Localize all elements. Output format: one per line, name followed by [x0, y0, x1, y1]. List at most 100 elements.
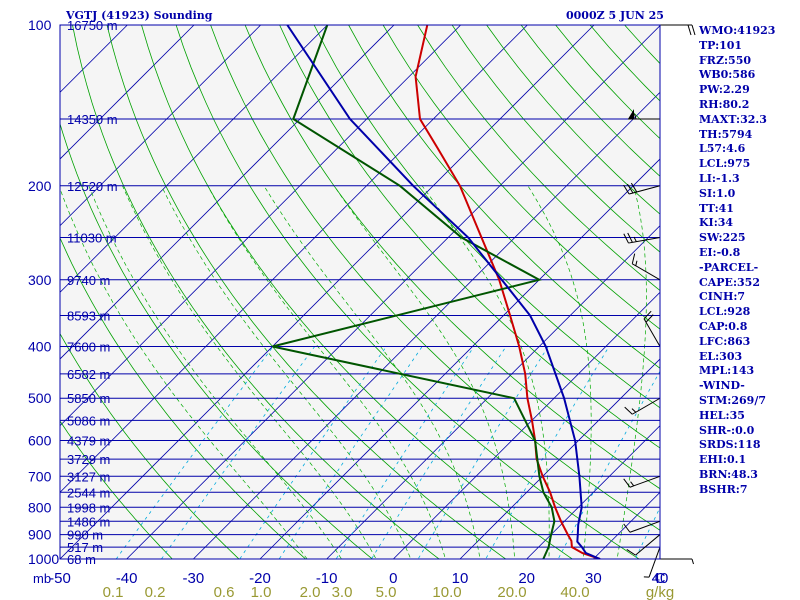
isotherm-line [459, 358, 660, 559]
index-item: LCL:975 [699, 157, 751, 171]
temperature-tick-label: -20 [249, 570, 271, 587]
index-item: -WIND- [699, 379, 745, 393]
mixing-ratio-tick-label: 3.0 [332, 584, 353, 600]
temperature-profile [414, 25, 601, 559]
wind-barb-feather [624, 406, 633, 415]
index-item: TT:41 [699, 201, 734, 215]
dry-adiabat-line [313, 25, 660, 409]
wind-barb [629, 520, 661, 533]
wind-barb-feather [623, 184, 630, 195]
isotherm-line [60, 25, 395, 360]
height-label: 3127 m [67, 469, 110, 484]
temperature-tick-label: 10 [452, 570, 469, 587]
index-item: BSHR:7 [699, 482, 748, 496]
wind-barb [632, 263, 661, 281]
pressure-tick-label: 1000 [28, 551, 59, 567]
wind-barb-feather [630, 182, 638, 193]
profile-lines [272, 25, 601, 559]
moist-adiabat-line [616, 185, 647, 559]
dry-adiabat-line [175, 25, 640, 559]
wind-barb [628, 185, 661, 195]
pressure-tick-label: 600 [28, 433, 52, 449]
wind-barb-feather [623, 523, 631, 533]
wind-barb [643, 318, 661, 347]
wind-barb [632, 397, 661, 415]
dry-adiabat-line [60, 420, 173, 559]
isotherm-line [393, 291, 660, 559]
wind-barb-feather [645, 314, 654, 323]
dewpoint-profile [272, 25, 556, 559]
dry-adiabat-line [451, 25, 660, 253]
pressure-axis-label: mb [33, 571, 51, 586]
dry-adiabat-line [417, 25, 660, 291]
temperature-tick-label: 40 [652, 570, 669, 587]
index-item: TH:5794 [699, 127, 753, 141]
mixing-ratio-tick-label: 10.0 [432, 584, 461, 600]
index-item: RH:80.2 [699, 97, 750, 111]
pressure-tick-label: 300 [28, 272, 52, 288]
height-label: 14350 m [67, 112, 118, 127]
wind-barb-feather [627, 183, 634, 194]
wind-barb-feather [631, 253, 636, 264]
height-label: 9740 m [67, 273, 110, 288]
dry-adiabat-line [279, 25, 660, 449]
height-label: 6582 m [67, 367, 110, 382]
pressure-tick-label: 900 [28, 527, 52, 543]
mixing-ratio-line [115, 346, 274, 559]
wind-barb-feather [623, 478, 631, 488]
moist-adiabat-line [333, 185, 515, 559]
mixing-ratio-line [557, 370, 660, 559]
wind-barb [628, 237, 661, 244]
moist-adiabat-line [60, 187, 308, 559]
wind-barb-half-feather [631, 408, 637, 413]
height-label: 7600 m [67, 340, 110, 355]
moist-adiabat-line [207, 185, 446, 559]
height-label: 4379 m [67, 434, 110, 449]
mixing-ratio-line [485, 346, 610, 559]
isotherm-line [60, 25, 195, 160]
station-title: VGTJ (41923) Sounding [66, 9, 213, 22]
mixing-ratio-tick-label: 40.0 [560, 584, 589, 600]
height-label: 11030 m [67, 230, 117, 245]
index-item: LFC:863 [699, 334, 751, 348]
wind-barb-feather [627, 232, 633, 243]
wind-barb-half-feather [634, 113, 637, 120]
temperature-tick-label: -40 [116, 570, 138, 587]
pressure-tick-label: 500 [28, 390, 52, 406]
pressure-tick-label: 400 [28, 339, 52, 355]
pressure-tick-label: 800 [28, 499, 52, 515]
mixing-ratio-tick-label: 20.0 [497, 584, 526, 600]
isobars [60, 24, 660, 560]
wind-barb [648, 546, 661, 578]
moist-adiabat-line [263, 185, 481, 559]
height-label: 8593 m [67, 309, 110, 324]
index-item: CAPE:352 [699, 275, 760, 289]
parcel-path [286, 25, 601, 559]
index-item: SW:225 [699, 231, 746, 245]
pressure-tick-label: 100 [28, 17, 52, 33]
mixing-ratio-tick-label: 2.0 [300, 584, 321, 600]
wind-barb [629, 475, 661, 488]
mixing-ratio-line [239, 346, 387, 559]
index-item: CINH:7 [699, 290, 746, 304]
index-item: WB0:586 [699, 68, 756, 82]
isotherm-line [60, 25, 261, 227]
mixing-ratio-line [370, 346, 507, 559]
temperature-tick-label: -30 [182, 570, 204, 587]
pressure-tick-label: 200 [28, 178, 52, 194]
moist-adiabat-line [421, 185, 550, 559]
dry-adiabat-line [60, 122, 373, 559]
isotherm-line [126, 25, 660, 559]
dry-adiabat-line [382, 25, 660, 330]
height-label: 5850 m [67, 391, 110, 406]
mixing-ratio-line [335, 346, 475, 559]
isotherm-line [193, 91, 660, 559]
mixing-ratio-tick-label: 0.1 [103, 584, 124, 600]
wind-barb-half-feather [630, 481, 635, 487]
mixing-ratio-tick-label: 0.6 [214, 584, 235, 600]
mixing-ratio-line [417, 346, 549, 559]
index-item: BRN:48.3 [699, 467, 758, 481]
mixing-ratio-tick-label: 1.0 [251, 584, 272, 600]
isotherm-line [259, 158, 660, 559]
